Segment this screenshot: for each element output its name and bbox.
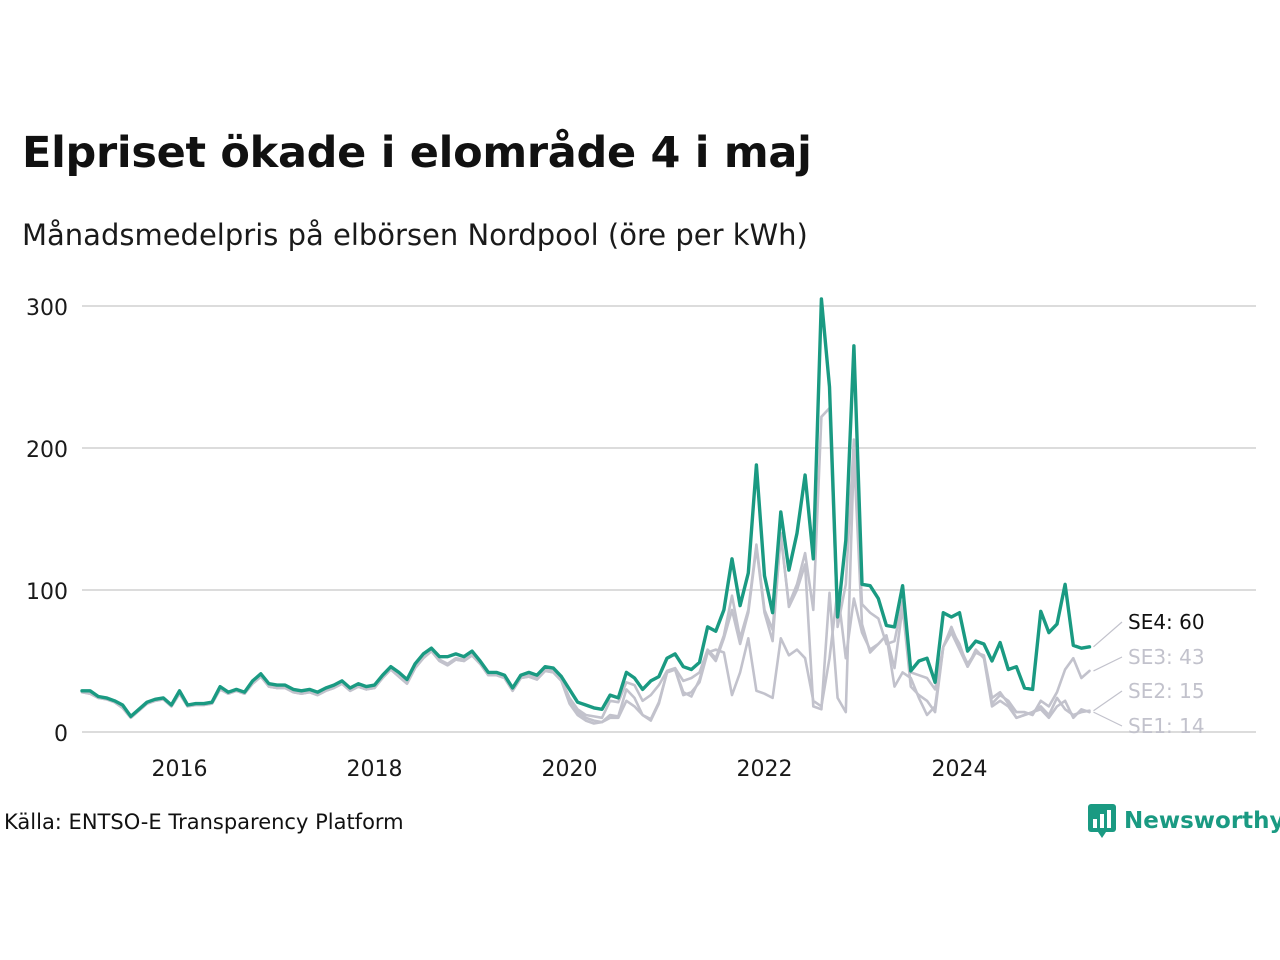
y-tick-label: 300 [26,296,68,321]
source-note: Källa: ENTSO-E Transparency Platform [4,810,404,834]
series-end-label-se1: SE1: 14 [1128,714,1205,738]
x-tick-label: 2018 [347,757,403,780]
leader-line-se1 [1093,711,1123,727]
chart-title: Elpriset ökade i elområde 4 i maj [22,128,812,178]
leader-line-se2 [1093,690,1123,712]
bar-chart-speech-bubble-icon [1088,804,1116,838]
series-end-label-se3: SE3: 43 [1128,645,1205,669]
y-tick-label: 200 [26,438,68,463]
x-tick-label: 2016 [152,757,208,780]
brand-name: Newsworthy [1124,808,1280,834]
series-line-se3 [80,406,1091,720]
y-tick-label: 100 [26,580,68,605]
x-tick-label: 2020 [542,757,598,780]
x-tick-label: 2022 [737,757,793,780]
brand-logo[interactable]: Newsworthy [1088,804,1280,838]
line-chart: 0 100 200 300 2016 2018 2020 2022 2024 SE4: 60 SE3… [26,296,1256,780]
series-end-label-se4: SE4: 60 [1128,610,1205,634]
series-end-label-se2: SE2: 15 [1128,679,1205,703]
chart-subtitle: Månadsmedelpris på elbörsen Nordpool (ör… [22,218,808,252]
x-tick-label: 2024 [932,757,988,780]
leader-line-se4 [1093,621,1123,648]
series-line-se4 [80,297,1092,719]
y-tick-label: 0 [54,722,68,747]
leader-line-se3 [1093,656,1123,672]
